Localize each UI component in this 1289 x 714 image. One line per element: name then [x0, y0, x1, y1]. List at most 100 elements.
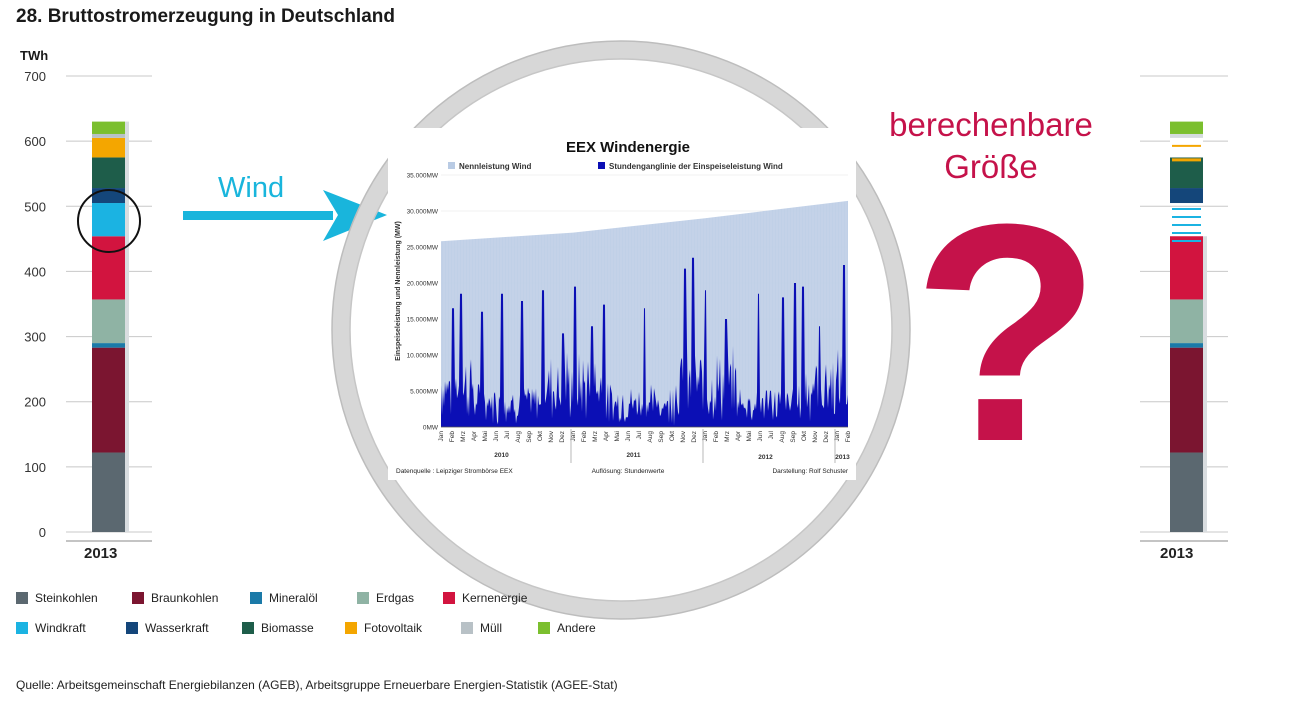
inset-y-tick-label: 15.000MW — [407, 317, 439, 324]
inset-year-label: 2010 — [494, 452, 509, 459]
legend-item-braunkohlen: Braunkohlen — [132, 591, 218, 605]
legend-item-biomasse: Biomasse — [242, 621, 314, 635]
y-tick-label: 0 — [39, 525, 46, 540]
inset-y-tick-label: 0MW — [423, 425, 439, 432]
inset-x-tick-label: Mai — [614, 431, 621, 441]
inset-footer-text: Datenquelle : Leipziger Strombörse EEX — [396, 468, 513, 475]
legend-label: Mineralöl — [269, 591, 318, 605]
bar-shadow — [125, 121, 129, 532]
legend-item-mineralöl: Mineralöl — [250, 591, 318, 605]
bar-segment-fotovoltaik — [92, 137, 125, 158]
inset-x-tick-label: Mai — [746, 431, 753, 441]
magnifier-ring-inner — [349, 58, 893, 602]
bar-segment-müll — [92, 133, 125, 138]
inset-x-tick-label: Feb — [845, 431, 852, 443]
bar-segment-erdgas — [92, 299, 125, 344]
inset-x-tick-label: Jun — [625, 431, 632, 442]
wind-highlight-circle — [77, 189, 141, 253]
legend-label: Braunkohlen — [151, 591, 219, 605]
bar-segment-windkraft — [92, 203, 125, 237]
inset-x-tick-label: Feb — [581, 431, 588, 443]
legend-item-steinkohlen: Steinkohlen — [16, 591, 98, 605]
inset-x-tick-label: Nov — [548, 430, 555, 442]
inset-x-tick-label: Jan — [702, 431, 709, 442]
inset-y-tick-label: 20.000MW — [407, 281, 439, 288]
legend-item-erdgas: Erdgas — [357, 591, 414, 605]
page-title: 28. Bruttostromerzeugung in Deutschland — [16, 6, 395, 27]
right-biomasse — [1170, 157, 1203, 189]
y-tick-label: 100 — [24, 460, 46, 475]
legend-label: Biomasse — [261, 621, 314, 635]
inset-x-tick-label: Apr — [603, 430, 610, 441]
inset-footer-text: Auflösung: Stundenwerte — [592, 468, 665, 475]
inset-x-tick-label: Sep — [526, 431, 533, 443]
legend-swatch — [242, 622, 254, 634]
legend-item-müll: Müll — [461, 621, 502, 635]
legend-label: Kernenergie — [462, 591, 528, 605]
inset-x-tick-label: Jun — [757, 431, 764, 442]
legend-label: Müll — [480, 621, 503, 635]
inset-x-tick-label: Jul — [636, 430, 643, 439]
inset-y-tick-label: 5.000MW — [410, 389, 439, 396]
bar-shadow-right — [1203, 236, 1207, 532]
y-tick-label: 400 — [24, 264, 46, 279]
inset-title: EEX Windenergie — [566, 139, 690, 156]
question-text: berechenbare Größe — [866, 104, 1116, 188]
wind-arrow-label: Wind — [218, 172, 285, 204]
legend-swatch — [16, 622, 28, 634]
legend-label: Andere — [557, 621, 596, 635]
question-line-1: berechenbare — [889, 106, 1093, 143]
inset-x-tick-label: Aug — [515, 431, 522, 443]
inset-y-tick-label: 30.000MW — [407, 209, 439, 216]
inset-x-tick-label: Mai — [482, 431, 489, 441]
legend-swatch — [250, 592, 262, 604]
inset-y-tick-label: 35.000MW — [407, 173, 439, 180]
legend-item-wasserkraft: Wasserkraft — [126, 621, 209, 635]
legend-swatch — [443, 592, 455, 604]
inset-y-tick-label: 25.000MW — [407, 245, 439, 252]
inset-x-tick-label: Jun — [493, 431, 500, 442]
legend-label: Wasserkraft — [145, 621, 209, 635]
y-tick-label: 300 — [24, 330, 46, 345]
inset-x-tick-label: Mrz — [592, 431, 599, 442]
inset-x-tick-label: Apr — [735, 430, 742, 441]
right-muell — [1170, 133, 1203, 138]
inset-x-tick-label: Mrz — [460, 431, 467, 442]
bar-segment-steinkohlen — [92, 452, 125, 532]
inset-legend-swatch-nenn — [448, 162, 455, 169]
legend-swatch — [461, 622, 473, 634]
inset-x-tick-label: Jul — [768, 430, 775, 439]
inset-x-tick-label: Sep — [658, 431, 665, 443]
question-mark-icon: ? — [912, 159, 1102, 506]
legend-label: Fotovoltaik — [364, 621, 423, 635]
inset-y-tick-label: 10.000MW — [407, 353, 439, 360]
y-tick-label: 500 — [24, 199, 46, 214]
inset-x-tick-label: Nov — [812, 430, 819, 442]
wind-arrow-shaft — [183, 211, 333, 220]
inset-x-tick-label: Aug — [647, 431, 654, 443]
inset-year-label: 2013 — [835, 454, 850, 461]
inset-x-tick-label: Feb — [449, 431, 456, 443]
inset-legend-swatch-einspeise — [598, 162, 605, 169]
bar-segment-andere — [92, 121, 125, 134]
inset-x-tick-label: Feb — [713, 431, 720, 443]
inset-x-tick-label: Mrz — [724, 431, 731, 442]
y-tick-label: 700 — [24, 69, 46, 84]
bar-segment-erdgas-right — [1170, 299, 1203, 344]
legend-swatch — [16, 592, 28, 604]
legend-swatch — [132, 592, 144, 604]
inset-x-tick-label: Nov — [680, 430, 687, 442]
legend-item-windkraft: Windkraft — [16, 621, 86, 635]
year-label-right: 2013 — [1160, 545, 1194, 562]
legend-swatch — [126, 622, 138, 634]
inset-x-tick-label: Jan — [570, 431, 577, 442]
inset-x-tick-label: Dez — [559, 431, 566, 443]
legend-swatch — [357, 592, 369, 604]
bar-segment-steinkohlen-right — [1170, 452, 1203, 532]
bar-segment-mineralöl-right — [1170, 343, 1203, 348]
legend-label: Steinkohlen — [35, 591, 98, 605]
inset-x-tick-label: Apr — [471, 430, 478, 441]
inset-x-tick-label: Dez — [691, 431, 698, 443]
legend-swatch — [538, 622, 550, 634]
